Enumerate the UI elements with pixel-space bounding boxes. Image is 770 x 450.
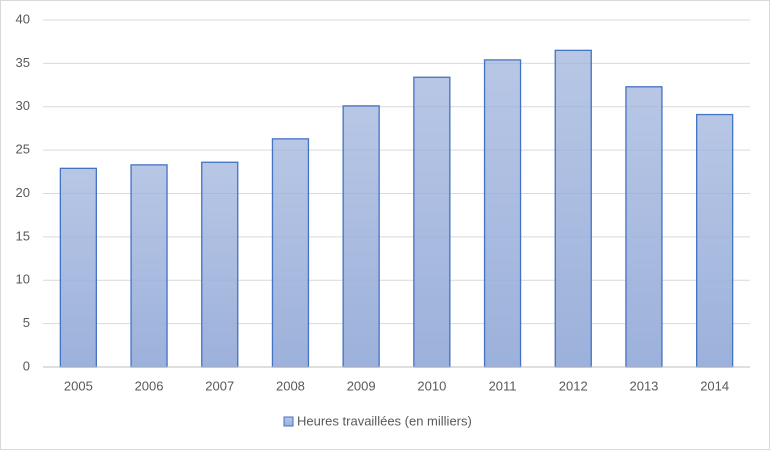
y-tick-label: 30 xyxy=(16,98,30,113)
x-tick-label: 2010 xyxy=(417,378,446,393)
y-tick-label: 25 xyxy=(16,142,30,157)
y-tick-label: 10 xyxy=(16,272,30,287)
bar xyxy=(130,164,168,368)
x-tick-label: 2013 xyxy=(629,378,658,393)
bar xyxy=(342,105,380,368)
legend-swatch xyxy=(283,416,294,427)
bar xyxy=(554,49,592,368)
y-tick-label: 40 xyxy=(16,11,30,26)
legend-label: Heures travaillées (en milliers) xyxy=(297,413,472,428)
bar xyxy=(625,86,663,368)
x-tick-label: 2012 xyxy=(559,378,588,393)
x-tick-label: 2014 xyxy=(700,378,729,393)
x-tick-label: 2011 xyxy=(489,378,517,393)
x-tick-label: 2007 xyxy=(205,378,234,393)
x-tick-label: 2006 xyxy=(135,378,164,393)
x-tick-label: 2009 xyxy=(347,378,376,393)
y-tick-label: 0 xyxy=(23,358,30,373)
bar xyxy=(483,59,522,368)
bar xyxy=(59,167,97,368)
bar xyxy=(271,138,310,368)
y-tick-label: 15 xyxy=(16,228,30,243)
y-tick-label: 5 xyxy=(23,315,30,330)
y-tick-label: 35 xyxy=(16,55,30,70)
bar xyxy=(201,161,239,368)
x-tick-label: 2005 xyxy=(64,378,93,393)
bar xyxy=(696,113,734,368)
bar xyxy=(413,76,451,368)
y-tick-label: 20 xyxy=(16,185,30,200)
x-tick-label: 2008 xyxy=(276,378,305,393)
